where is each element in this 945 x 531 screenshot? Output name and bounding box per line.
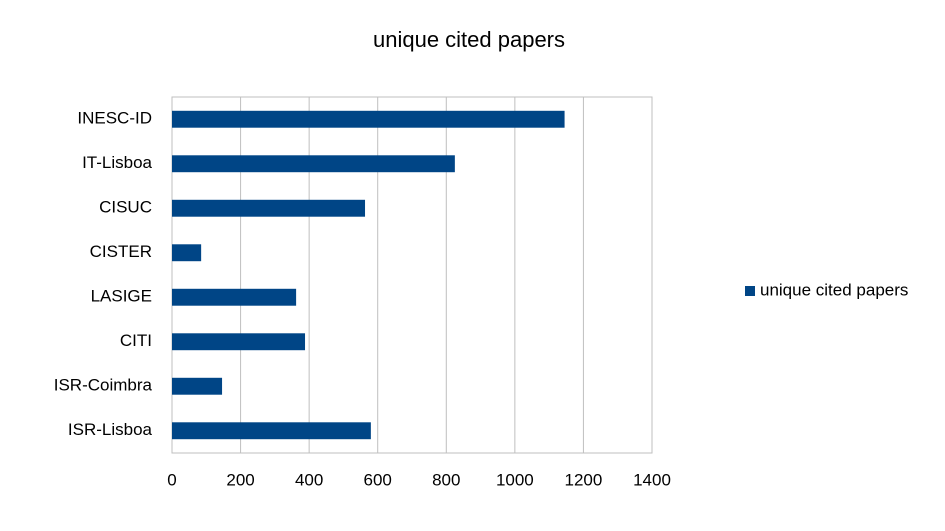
legend-label: unique cited papers [760, 280, 908, 299]
bar [172, 199, 366, 217]
x-tick-label: 800 [432, 470, 460, 489]
x-tick-label: 1200 [565, 470, 603, 489]
y-tick-label: ISR-Coimbra [54, 376, 153, 395]
chart-title: unique cited papers [373, 27, 565, 52]
y-tick-label: CISUC [99, 198, 152, 217]
y-tick-label: LASIGE [91, 287, 152, 306]
y-tick-label: CISTER [90, 242, 152, 261]
bar [172, 422, 371, 440]
y-tick-label: INESC-ID [77, 109, 152, 128]
y-tick-label: CITI [120, 331, 152, 350]
y-tick-label: ISR-Lisboa [68, 420, 153, 439]
bar [172, 377, 223, 395]
bar [172, 110, 565, 128]
bar [172, 333, 306, 351]
legend-marker [745, 286, 755, 296]
bar [172, 244, 202, 262]
x-tick-label: 600 [364, 470, 392, 489]
x-tick-label: 200 [226, 470, 254, 489]
bar [172, 288, 297, 306]
x-tick-label: 400 [295, 470, 323, 489]
bar [172, 155, 455, 173]
x-tick-label: 1400 [633, 470, 671, 489]
x-tick-label: 0 [167, 470, 176, 489]
y-tick-label: IT-Lisboa [82, 153, 152, 172]
x-tick-label: 1000 [496, 470, 534, 489]
plot-border [171, 96, 653, 454]
